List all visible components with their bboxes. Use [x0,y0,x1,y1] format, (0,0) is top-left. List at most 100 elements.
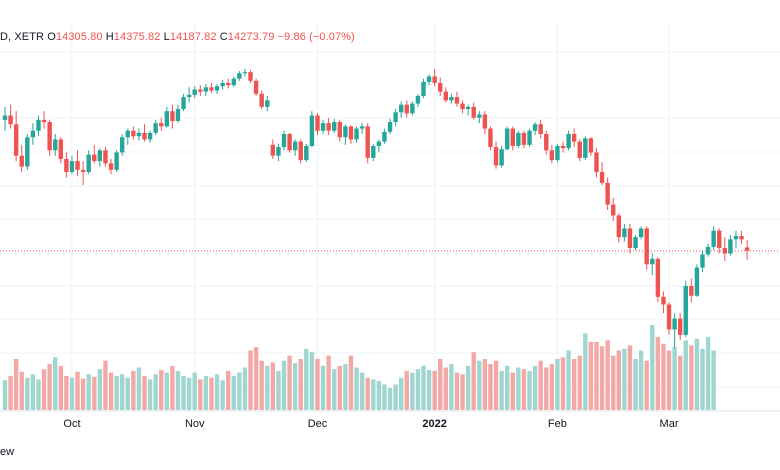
candle-body [125,130,130,138]
volume-bar [672,347,677,410]
volume-bar [622,348,627,410]
candle-body [292,141,298,151]
volume-bar [393,384,398,410]
volume-bar [41,369,47,410]
candle-body [538,124,543,134]
volume-bar [493,360,499,410]
candle-body [722,248,728,254]
x-tick-label: Oct [63,418,81,430]
candle-body [616,215,621,238]
volume-bar [359,372,365,410]
candle-body [276,147,281,156]
volume-bar [544,367,549,410]
volume-bar [292,363,298,410]
candle-body [365,126,370,158]
candle-body [644,228,649,265]
volume-bar [571,359,577,410]
candle-body [622,228,627,238]
x-tick-label: Dec [307,418,328,430]
candle-body [482,114,488,129]
candle-body [672,318,677,330]
candle-body [633,237,638,248]
candle-body [159,123,164,127]
volume-bar [666,350,672,410]
volume-bar [398,377,404,410]
volume-bar [175,370,181,410]
volume-bar [203,376,209,410]
volume-bar [650,325,655,410]
candle-body [560,145,566,149]
volume-bar [253,347,259,410]
volume-bar [532,365,538,410]
candle-body [226,82,231,86]
volume-bar [348,355,354,410]
candle-body [599,172,605,183]
candle-body [410,103,415,114]
volume-bar [505,365,510,410]
volume-bar [488,364,493,410]
candle-body [650,258,655,265]
volume-bar [86,374,91,410]
volume-bar [410,372,415,410]
symbol-label: D, XETR [0,31,45,43]
candle-body [449,97,454,101]
candle-body [332,122,337,131]
candle-body [136,132,142,137]
candle-body [733,236,739,240]
open-label: O [47,31,56,43]
volume-bar [209,377,214,410]
candle-body [382,131,387,142]
volume-bar [633,359,638,410]
candle-body [220,82,225,87]
candle-body [505,128,510,150]
volume-bar [638,350,644,410]
volume-bar [320,365,326,410]
candle-body [25,137,30,167]
volume-bar [47,364,52,410]
volume-bar [97,369,103,410]
volume-bar [69,377,75,410]
volume-bar [521,369,527,410]
volume-bar [259,360,264,410]
volume-bar [304,348,309,410]
candle-body [438,82,443,92]
candle-body [655,258,661,297]
volume-bar [661,343,666,410]
candle-body [237,73,242,79]
candle-body [36,119,41,131]
candle-body [198,89,203,92]
volume-bar [287,355,292,410]
volume-bar [75,371,80,410]
volume-bar [114,376,119,410]
volume-bar [594,342,599,410]
candle-body [309,115,315,146]
low-value: 14187.82 [169,31,217,43]
footer-watermark-text: ew [0,446,15,458]
candle-body [175,109,181,121]
volume-bar [36,379,41,410]
volume-bar [627,345,633,410]
volume-bar [616,350,621,410]
candle-body [566,134,571,149]
volume-bar [192,372,197,410]
volume-bar [64,376,69,410]
volume-bar [214,374,220,410]
volume-bar [599,346,605,410]
volume-bar [80,378,86,410]
volume-bar [248,350,253,410]
volume-bar [705,336,711,410]
volume-bar [438,359,443,410]
volume-bar [226,370,231,410]
volume-bar [315,359,320,410]
candle-body [354,128,359,140]
volume-bar [170,365,175,410]
volume-bar [711,350,716,410]
volume-bar [510,372,515,410]
candle-body [744,247,750,251]
volume-bar [242,367,248,410]
candle-body [426,76,432,82]
candles [2,68,750,348]
candle-body [30,130,36,138]
